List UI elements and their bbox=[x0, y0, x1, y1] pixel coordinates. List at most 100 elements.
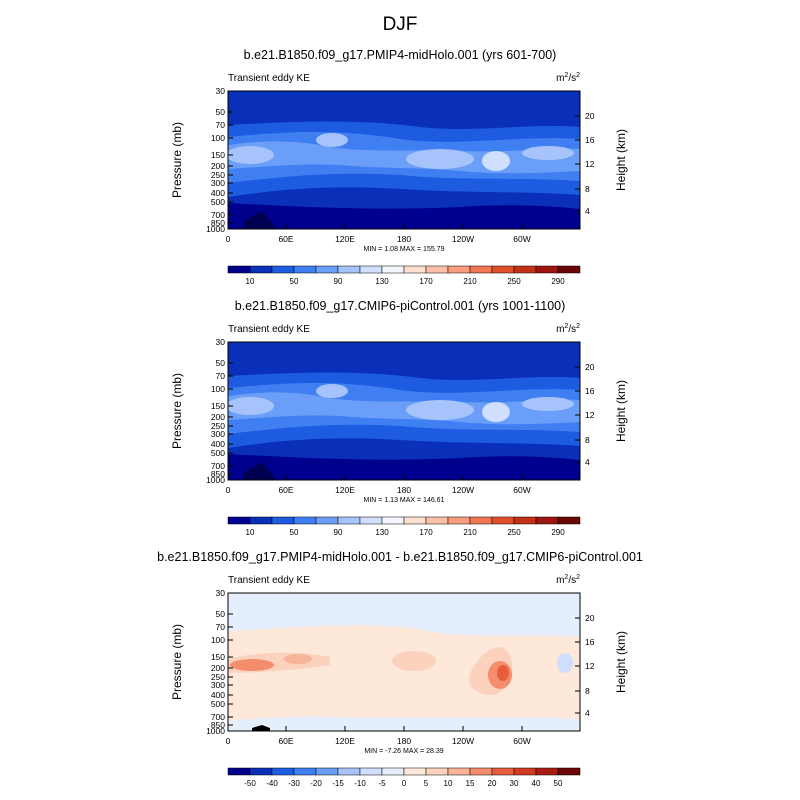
colorbar-box bbox=[227, 767, 251, 776]
colorbar-label: -50 bbox=[244, 779, 256, 788]
units-label: m2/s2 bbox=[556, 72, 580, 84]
colorbar-box bbox=[403, 767, 427, 776]
pressure-axis-title: Pressure (mb) bbox=[170, 122, 184, 198]
colorbar-box bbox=[359, 265, 383, 274]
colorbar-box bbox=[513, 516, 537, 525]
contour-field bbox=[228, 593, 580, 731]
colorbar-box bbox=[491, 767, 515, 776]
jet-core bbox=[482, 151, 510, 171]
contour-level bbox=[228, 454, 580, 480]
pressure-tick-label: 1000 bbox=[206, 224, 225, 234]
colorbar-box bbox=[557, 265, 581, 274]
lon-tick-label: 60W bbox=[513, 736, 530, 746]
panel-title: b.e21.B1850.f09_g17.PMIP4-midHolo.001 (y… bbox=[244, 48, 557, 62]
pressure-tick-label: 700 bbox=[211, 210, 225, 220]
pressure-tick-label: 70 bbox=[216, 371, 226, 381]
colorbar-box bbox=[337, 265, 361, 274]
pressure-tick-label: 200 bbox=[211, 663, 225, 673]
lon-tick-label: 60E bbox=[278, 485, 293, 495]
pressure-axis-title: Pressure (mb) bbox=[170, 373, 184, 449]
colorbar-label: 5 bbox=[424, 779, 429, 788]
colorbar-box bbox=[381, 767, 405, 776]
colorbar-box bbox=[447, 516, 471, 525]
pressure-tick-label: 400 bbox=[211, 439, 225, 449]
topography bbox=[252, 725, 270, 731]
min-max-stats: MIN = 1.13 MAX = 146.61 bbox=[364, 497, 445, 504]
contour-level bbox=[228, 91, 580, 107]
pressure-tick-label: 150 bbox=[211, 150, 225, 160]
jet-core bbox=[228, 397, 274, 415]
jet-core bbox=[228, 146, 274, 164]
topography bbox=[244, 211, 276, 229]
height-tick-label: 8 bbox=[585, 686, 590, 696]
colorbar-label: 170 bbox=[419, 277, 433, 286]
colorbar-box bbox=[271, 767, 295, 776]
colorbar-box bbox=[227, 265, 251, 274]
height-tick-label: 12 bbox=[585, 661, 595, 671]
colorbar-box bbox=[425, 767, 449, 776]
lon-tick-label: 60W bbox=[513, 485, 530, 495]
colorbar-label: 20 bbox=[488, 779, 497, 788]
colorbar-box bbox=[337, 767, 361, 776]
height-axis-title: Height (km) bbox=[614, 129, 628, 191]
colorbar-box bbox=[469, 767, 493, 776]
units-label: m2/s2 bbox=[556, 323, 580, 335]
pressure-tick-label: 30 bbox=[216, 588, 226, 598]
panel-title: b.e21.B1850.f09_g17.CMIP6-piControl.001 … bbox=[235, 299, 566, 313]
height-tick-label: 20 bbox=[585, 362, 595, 372]
colorbar-label: -30 bbox=[288, 779, 300, 788]
figure-title: DJF bbox=[383, 14, 418, 35]
lon-tick-label: 0 bbox=[226, 736, 231, 746]
colorbar-label: 130 bbox=[375, 528, 389, 537]
colorbar-box bbox=[315, 516, 339, 525]
colorbar-box bbox=[425, 265, 449, 274]
contour-field bbox=[228, 91, 580, 229]
pressure-tick-label: 30 bbox=[216, 86, 226, 96]
colorbar-box bbox=[557, 767, 581, 776]
colorbar-box bbox=[469, 265, 493, 274]
colorbar-box bbox=[491, 265, 515, 274]
height-tick-label: 16 bbox=[585, 637, 595, 647]
colorbar-box bbox=[227, 516, 251, 525]
pressure-tick-label: 150 bbox=[211, 401, 225, 411]
colorbar-box bbox=[249, 767, 273, 776]
pressure-tick-label: 850 bbox=[211, 469, 225, 479]
pressure-tick-label: 30 bbox=[216, 337, 226, 347]
colorbar-box bbox=[359, 516, 383, 525]
colorbar-box bbox=[447, 767, 471, 776]
pressure-tick-label: 150 bbox=[211, 652, 225, 662]
variable-label: Transient eddy KE bbox=[228, 575, 310, 586]
lon-tick-label: 120E bbox=[335, 736, 355, 746]
jet-core bbox=[522, 146, 574, 160]
colorbar-box bbox=[513, 767, 537, 776]
colorbar-box bbox=[293, 516, 317, 525]
anomaly-core bbox=[284, 654, 312, 664]
pressure-tick-label: 500 bbox=[211, 699, 225, 709]
pressure-tick-label: 70 bbox=[216, 622, 226, 632]
colorbar-box bbox=[513, 265, 537, 274]
jet-core bbox=[406, 149, 474, 169]
height-tick-label: 8 bbox=[585, 184, 590, 194]
colorbar-box bbox=[425, 516, 449, 525]
jet-core bbox=[316, 384, 348, 398]
lon-tick-label: 180 bbox=[397, 736, 411, 746]
pressure-tick-label: 50 bbox=[216, 609, 226, 619]
pressure-tick-label: 1000 bbox=[206, 475, 225, 485]
colorbar-label: 30 bbox=[510, 779, 519, 788]
panel-title: b.e21.B1850.f09_g17.PMIP4-midHolo.001 - … bbox=[157, 550, 643, 564]
colorbar-box bbox=[491, 516, 515, 525]
height-tick-label: 16 bbox=[585, 135, 595, 145]
pressure-tick-label: 300 bbox=[211, 429, 225, 439]
pressure-tick-label: 700 bbox=[211, 461, 225, 471]
colorbar-label: -10 bbox=[354, 779, 366, 788]
colorbar-box bbox=[381, 265, 405, 274]
lon-tick-label: 180 bbox=[397, 234, 411, 244]
colorbar-box bbox=[271, 516, 295, 525]
lon-tick-label: 60W bbox=[513, 234, 530, 244]
variable-label: Transient eddy KE bbox=[228, 73, 310, 84]
colorbar-label: 50 bbox=[554, 779, 563, 788]
colorbar-label: 250 bbox=[507, 528, 521, 537]
colorbar-box bbox=[535, 265, 559, 274]
panel-3: b.e21.B1850.f09_g17.PMIP4-midHolo.001 - … bbox=[157, 550, 643, 788]
